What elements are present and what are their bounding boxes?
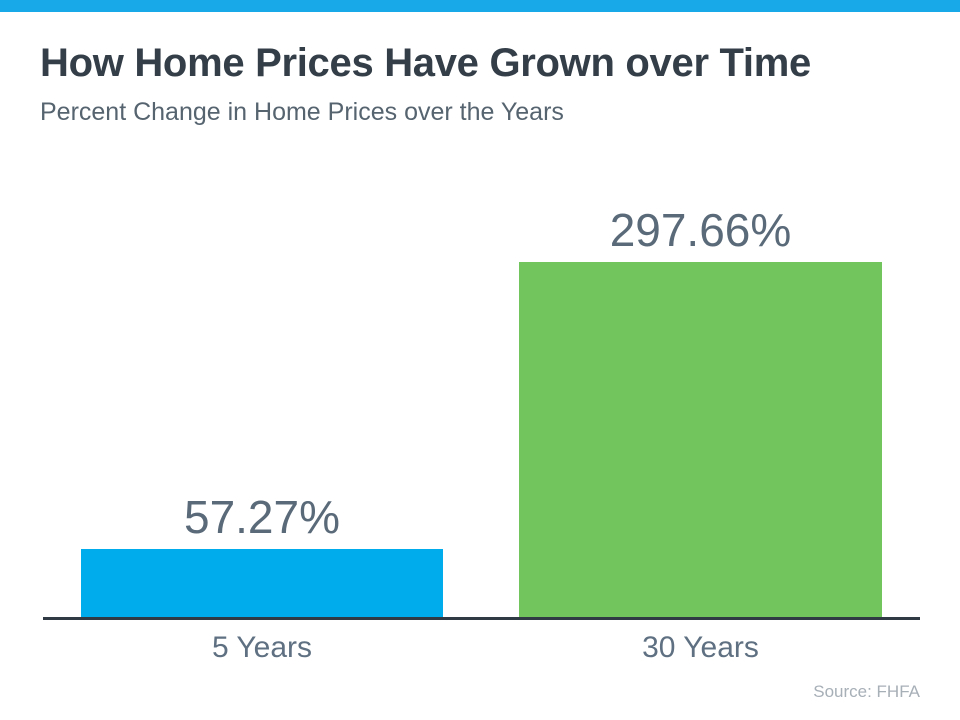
x-axis-label: 30 Years (642, 631, 759, 664)
bar (519, 262, 882, 617)
bar-column: 297.66% (519, 204, 882, 617)
page-title: How Home Prices Have Grown over Time (40, 41, 811, 85)
top-accent-bar (0, 0, 960, 12)
bar-column: 57.27% (81, 491, 443, 617)
source-caption: Source: FHFA (813, 682, 920, 701)
bar (81, 549, 443, 617)
bar-value-label: 57.27% (183, 491, 340, 544)
x-axis-label: 5 Years (211, 631, 313, 664)
page-subtitle: Percent Change in Home Prices over the Y… (40, 98, 564, 126)
bar-value-label: 297.66% (609, 204, 792, 257)
x-axis-line (43, 617, 920, 620)
